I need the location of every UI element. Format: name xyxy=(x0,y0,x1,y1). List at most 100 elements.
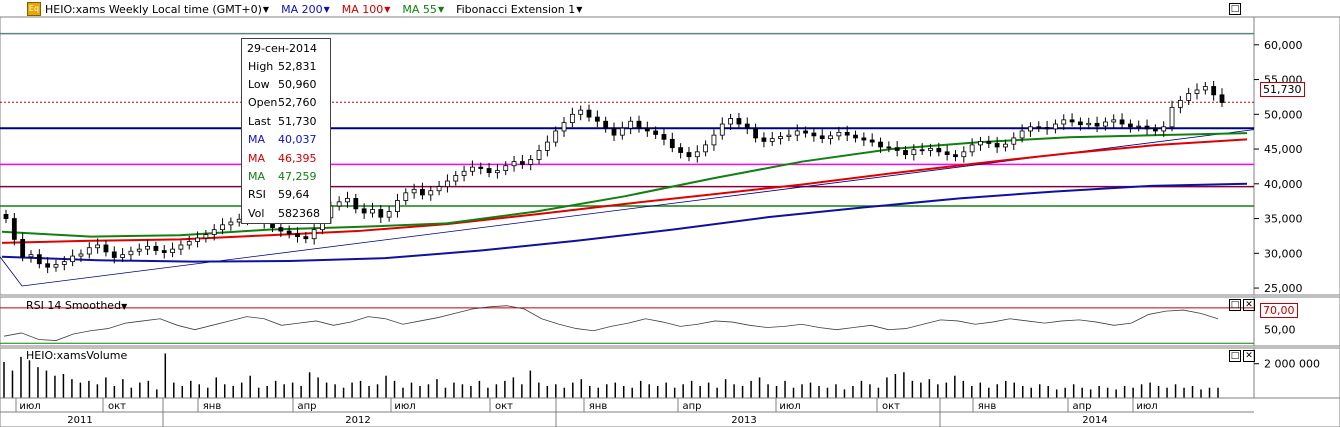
price-tick-label: 40,000 xyxy=(1264,178,1303,191)
maximize-price-icon[interactable]: □ xyxy=(1229,3,1241,15)
candle xyxy=(1152,124,1158,136)
candle xyxy=(1011,132,1017,151)
candle-body xyxy=(1136,125,1142,128)
candle-body xyxy=(195,237,200,242)
ma100-menu[interactable]: MA 100 ▼ xyxy=(342,3,391,16)
candle-body xyxy=(178,244,184,250)
candle-body xyxy=(1094,122,1100,127)
candle-body xyxy=(494,170,500,174)
candle xyxy=(736,112,742,129)
candle-body xyxy=(295,233,300,238)
candle-body xyxy=(345,197,350,203)
candle xyxy=(1219,88,1225,108)
year-label: 2013 xyxy=(731,415,756,426)
candle-body xyxy=(311,229,317,240)
candle xyxy=(494,163,500,179)
dropdown-arrow-icon: ▼ xyxy=(437,4,445,14)
candle-body xyxy=(111,251,117,258)
candle xyxy=(353,193,359,214)
candle-body xyxy=(553,130,559,143)
dropdown-arrow-icon: ▼ xyxy=(384,4,391,14)
candle-body xyxy=(594,116,600,122)
fibonacci-lines xyxy=(0,32,1255,287)
candle-body xyxy=(228,221,234,226)
candle-body xyxy=(20,238,26,258)
candle-body xyxy=(544,141,550,151)
candle-body xyxy=(303,236,309,240)
candle-body xyxy=(61,261,67,265)
candle xyxy=(20,232,26,262)
month-label: янв xyxy=(203,401,222,412)
candle-body xyxy=(561,122,567,132)
rsi-panel: 50,00 xyxy=(0,296,1340,347)
eq-logo-icon[interactable]: Eq xyxy=(27,2,41,16)
candle-body xyxy=(1169,106,1175,128)
fibonacci-menu[interactable]: Fibonacci Extension 1 ▼ xyxy=(456,3,582,16)
ma200-menu[interactable]: MA 200 ▼ xyxy=(281,3,330,16)
symbol-menu[interactable]: HEIO:xams Weekly Local time (GMT+0) ▼ xyxy=(45,3,269,16)
candle-body xyxy=(186,241,192,246)
dropdown-arrow-icon: ▼ xyxy=(323,4,330,14)
candle xyxy=(1044,120,1050,135)
tooltip-row-vol: Vol 582368 xyxy=(248,206,320,220)
candle xyxy=(161,244,167,259)
candle xyxy=(669,132,675,153)
candle-body xyxy=(819,135,825,140)
candle xyxy=(611,122,617,142)
candle xyxy=(1169,100,1175,132)
close-rsi-icon[interactable]: ✕ xyxy=(1243,299,1255,311)
candle xyxy=(844,125,850,142)
rsi-menu[interactable]: RSI 14 Smoothed▼ xyxy=(26,299,127,312)
maximize-volume-icon[interactable]: □ xyxy=(1229,350,1241,362)
candle-body xyxy=(528,159,534,165)
candle xyxy=(345,191,350,208)
candle xyxy=(944,145,950,161)
candle xyxy=(28,250,34,263)
candle xyxy=(769,132,775,146)
candle xyxy=(528,154,534,171)
candle xyxy=(719,117,725,140)
price-tick-label: 50,000 xyxy=(1264,108,1303,121)
candle-body xyxy=(1028,126,1033,132)
candle-body xyxy=(486,168,492,174)
maximize-rsi-icon[interactable]: □ xyxy=(1229,299,1241,311)
candle-body xyxy=(428,190,434,196)
candle-body xyxy=(728,118,734,125)
candle xyxy=(1127,119,1133,133)
candle xyxy=(836,126,842,141)
tooltip-row-ma200: MA 40,037 xyxy=(248,133,317,147)
candle xyxy=(986,135,992,149)
candle xyxy=(503,161,509,176)
candle-body xyxy=(1044,127,1050,130)
candle xyxy=(78,249,84,262)
candle-body xyxy=(1219,94,1225,103)
candle-body xyxy=(370,209,375,214)
close-volume-icon[interactable]: ✕ xyxy=(1243,350,1255,362)
candle-body xyxy=(811,132,817,137)
candle-body xyxy=(986,141,992,144)
candle-body xyxy=(711,134,717,146)
month-label: июл xyxy=(779,401,800,412)
candle xyxy=(703,140,709,157)
candle-body xyxy=(669,138,675,149)
candle xyxy=(120,248,126,262)
candle-body xyxy=(336,201,342,207)
candle xyxy=(586,104,592,122)
candle-body xyxy=(478,166,484,169)
price-tick-label: 60,000 xyxy=(1264,39,1303,52)
candle xyxy=(103,240,109,257)
candle xyxy=(886,141,892,153)
candle-body xyxy=(778,136,783,140)
price-tick-label: 45,000 xyxy=(1264,143,1303,156)
candle xyxy=(61,256,67,271)
candle-body xyxy=(203,234,209,239)
candle xyxy=(1136,120,1142,132)
volume-title: HEIO:xamsVolume xyxy=(26,349,128,362)
volume-panel: 2 000 000 xyxy=(0,347,1340,399)
dropdown-arrow-icon: ▼ xyxy=(262,4,270,14)
ma55-menu[interactable]: MA 55 ▼ xyxy=(402,3,444,16)
candle xyxy=(11,212,17,246)
candle-body xyxy=(53,264,59,268)
